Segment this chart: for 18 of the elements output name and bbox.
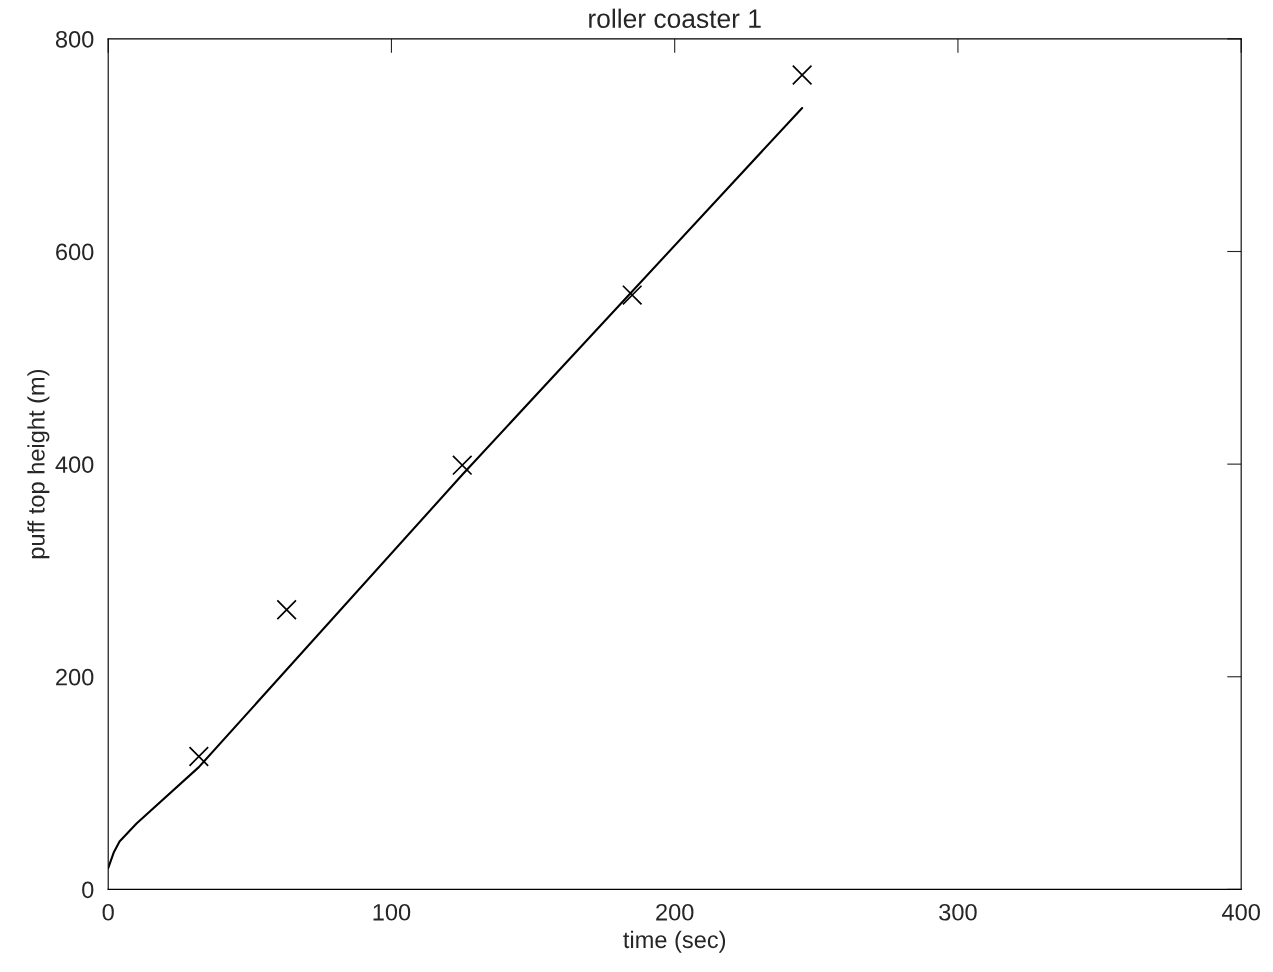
- x-tick-label: 0: [102, 903, 114, 921]
- x-tick-label: 100: [373, 903, 411, 921]
- y-tick-label: 400: [55, 456, 94, 473]
- point: [188, 746, 209, 767]
- x-tick-label: 200: [656, 903, 694, 921]
- point: [622, 284, 643, 306]
- point: [452, 455, 473, 476]
- y-tick-label: 800: [55, 30, 94, 48]
- y-axis-title: puff top height (m): [27, 369, 50, 559]
- x-tick-label: 400: [1222, 903, 1260, 921]
- y-tick-label: 0: [82, 881, 94, 899]
- y-tick-label: 200: [56, 668, 94, 686]
- point: [791, 64, 813, 86]
- y-tick-label: 600: [56, 243, 94, 261]
- x-axis-title: time (sec): [623, 930, 726, 953]
- point: [276, 599, 297, 620]
- x-tick-label: 300: [939, 903, 977, 921]
- chart-title: roller coaster 1: [589, 8, 761, 29]
